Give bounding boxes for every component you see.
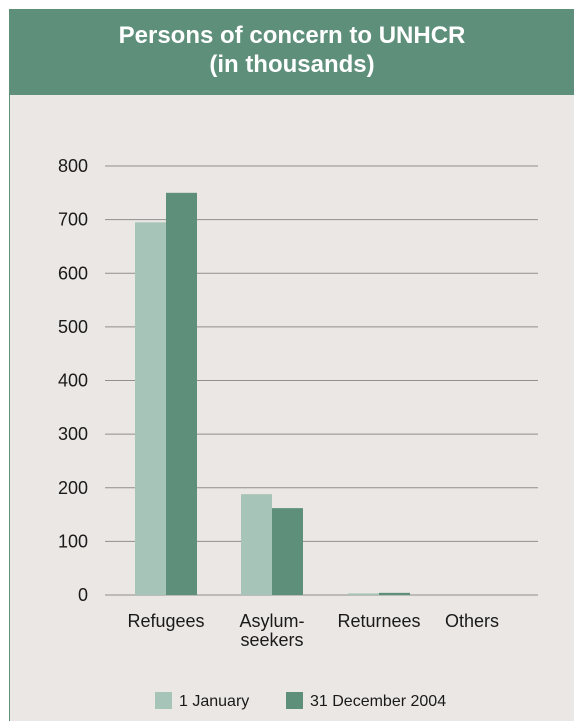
y-tick-label: 400 bbox=[58, 371, 88, 391]
x-tick-label: seekers bbox=[240, 630, 303, 650]
y-tick-label: 700 bbox=[58, 210, 88, 230]
y-tick-label: 0 bbox=[78, 585, 88, 605]
legend-swatch bbox=[286, 692, 303, 709]
y-tick-label: 100 bbox=[58, 531, 88, 551]
x-tick-label: Asylum- bbox=[239, 611, 304, 631]
x-tick-label: Returnees bbox=[337, 611, 420, 631]
y-tick-label: 500 bbox=[58, 317, 88, 337]
bar-end-1 bbox=[272, 508, 303, 595]
bar-start-1 bbox=[241, 494, 272, 595]
chart-header: Persons of concern to UNHCR (in thousand… bbox=[10, 9, 574, 95]
legend-label: 31 December 2004 bbox=[310, 693, 446, 710]
bar-start-0 bbox=[135, 222, 166, 595]
y-tick-label: 200 bbox=[58, 478, 88, 498]
bar-end-0 bbox=[166, 192, 197, 595]
y-tick-label: 300 bbox=[58, 424, 88, 444]
legend-swatch bbox=[155, 692, 172, 709]
chart-title: Persons of concern to UNHCR bbox=[118, 22, 466, 49]
y-tick-label: 600 bbox=[58, 263, 88, 283]
x-tick-label: Others bbox=[445, 611, 499, 631]
y-tick-label: 800 bbox=[58, 156, 88, 176]
legend-label: 1 January bbox=[179, 693, 249, 710]
chart-panel: Persons of concern to UNHCR (in thousand… bbox=[9, 9, 574, 721]
chart-subtitle: (in thousands) bbox=[209, 51, 375, 78]
bar-end-2 bbox=[379, 592, 410, 595]
bar-start-2 bbox=[348, 593, 379, 595]
x-tick-label: Refugees bbox=[127, 611, 204, 631]
